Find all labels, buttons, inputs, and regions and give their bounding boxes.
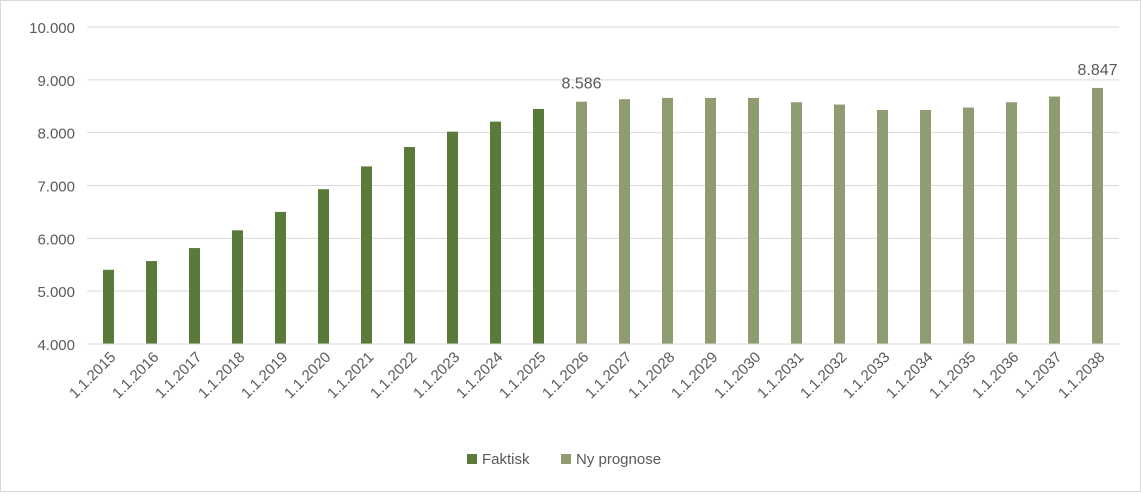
bar-ny-prognose	[705, 97, 716, 344]
y-tick-label: 10.000	[29, 20, 75, 37]
bar-faktisk	[490, 121, 501, 344]
x-tick-label: 1.1.2027	[582, 349, 635, 402]
data-label: 8.586	[561, 76, 601, 93]
legend-label: Faktisk	[482, 451, 530, 468]
x-tick-label: 1.1.2023	[410, 349, 463, 402]
bar-ny-prognose	[877, 109, 888, 344]
bar-ny-prognose	[834, 104, 845, 345]
x-tick-label: 1.1.2031	[754, 349, 807, 402]
x-tick-label: 1.1.2025	[496, 349, 549, 402]
x-tick-label: 1.1.2019	[238, 349, 291, 402]
bar-faktisk	[318, 189, 329, 344]
x-tick-label: 1.1.2017	[152, 349, 205, 402]
bar-ny-prognose	[920, 109, 931, 344]
bar-faktisk	[146, 261, 157, 344]
bar-faktisk	[275, 211, 286, 344]
y-tick-label: 5.000	[37, 284, 75, 301]
y-tick-label: 4.000	[37, 337, 75, 354]
legend-swatch	[467, 454, 477, 464]
data-label: 8.847	[1077, 62, 1117, 79]
x-tick-label: 1.1.2024	[453, 349, 506, 402]
y-tick-label: 9.000	[37, 73, 75, 90]
x-tick-label: 1.1.2036	[969, 349, 1022, 402]
x-tick-label: 1.1.2037	[1012, 349, 1065, 402]
bar-faktisk	[232, 230, 243, 344]
y-tick-label: 7.000	[37, 179, 75, 196]
bar-ny-prognose	[619, 99, 630, 344]
y-tick-label: 8.000	[37, 126, 75, 143]
x-tick-label: 1.1.2018	[195, 349, 248, 402]
x-tick-label: 1.1.2015	[66, 349, 119, 402]
y-tick-label: 6.000	[37, 231, 75, 248]
bar-ny-prognose	[1092, 87, 1103, 344]
bar-ny-prognose	[662, 97, 673, 344]
bar-faktisk	[533, 108, 544, 345]
x-tick-label: 1.1.2032	[797, 349, 850, 402]
x-tick-label: 1.1.2034	[883, 349, 936, 402]
x-tick-label: 1.1.2028	[625, 349, 678, 402]
x-tick-label: 1.1.2035	[926, 349, 979, 402]
x-tick-label: 1.1.2033	[840, 349, 893, 402]
bar-faktisk	[189, 248, 200, 344]
x-tick-label: 1.1.2030	[711, 349, 764, 402]
x-tick-label: 1.1.2016	[109, 349, 162, 402]
bar-ny-prognose	[576, 101, 587, 345]
x-tick-label: 1.1.2026	[539, 349, 592, 402]
x-tick-label: 1.1.2020	[281, 349, 334, 402]
bar-faktisk	[103, 269, 114, 344]
bar-ny-prognose	[963, 107, 974, 344]
x-tick-label: 1.1.2021	[324, 349, 377, 402]
bar-faktisk	[404, 147, 415, 344]
x-tick-label: 1.1.2038	[1055, 349, 1108, 402]
legend-swatch	[561, 454, 571, 464]
bar-ny-prognose	[1006, 102, 1017, 344]
bar-ny-prognose	[791, 102, 802, 344]
x-tick-label: 1.1.2022	[367, 349, 420, 402]
bar-faktisk	[447, 131, 458, 344]
bar-ny-prognose	[748, 97, 759, 344]
legend-label: Ny prognose	[576, 451, 661, 468]
bar-faktisk	[361, 166, 372, 344]
x-tick-label: 1.1.2029	[668, 349, 721, 402]
bar-ny-prognose	[1049, 96, 1060, 345]
